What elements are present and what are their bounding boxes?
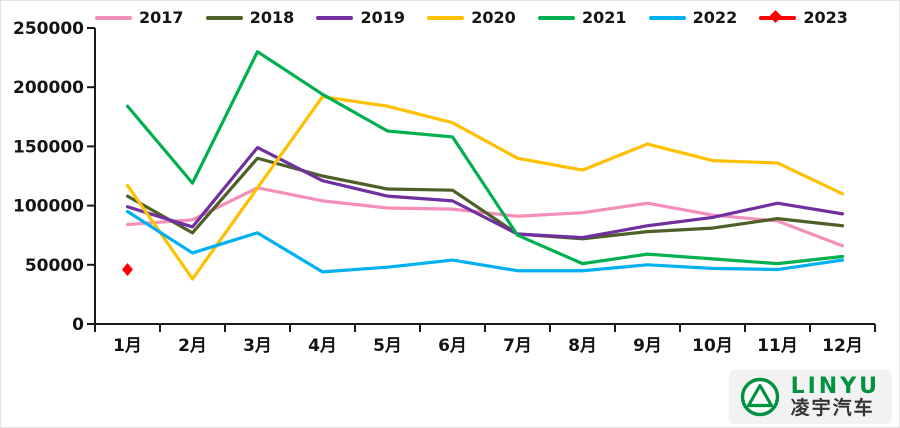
legend-item-2017: 2017 [95, 10, 184, 26]
x-axis-month-label: 1月 [113, 336, 142, 356]
series-line-2018 [125, 156, 845, 241]
legend-item-2022: 2022 [648, 8, 738, 27]
x-axis-month-label: 11月 [757, 336, 798, 356]
series-marker-2023 [122, 263, 133, 277]
legend-label-2023: 2023 [803, 8, 848, 27]
legend-label-2020: 2020 [471, 8, 516, 27]
legend-label-2021: 2021 [581, 8, 627, 27]
linyu-emblem-icon [740, 377, 779, 417]
y-axis-tick-label: 200000 [13, 78, 84, 98]
series-line-2019 [125, 145, 845, 240]
x-axis-month-label: 9月 [633, 336, 662, 356]
x-axis-month-label: 12月 [822, 336, 863, 356]
legend-swatch-2023 [759, 10, 797, 23]
linyu-logo: LINYU 凌宇汽车 [728, 370, 892, 424]
y-axis-tick-label: 250000 [13, 19, 84, 39]
axis-lines [94, 28, 875, 325]
x-axis-month-label: 7月 [503, 336, 532, 356]
legend-label-2017: 2017 [139, 8, 184, 27]
y-axis-tick-label: 0 [72, 315, 84, 335]
legend-label-2019: 2019 [360, 8, 405, 27]
legend-swatch-2017 [95, 16, 132, 20]
y-axis-tick-label: 100000 [13, 197, 84, 217]
legend-label-2018: 2018 [249, 8, 295, 27]
legend-item-2023: 2023 [759, 10, 848, 26]
logo-brand-text: LINYU [790, 374, 880, 400]
legend-item-2019: 2019 [316, 10, 405, 26]
legend-item-2021: 2021 [537, 8, 627, 27]
x-axis-month-label: 8月 [568, 336, 597, 356]
x-axis-month-label: 3月 [243, 336, 272, 356]
legend-swatch-2019 [316, 16, 354, 20]
legend-label-2022: 2022 [692, 8, 738, 27]
x-axis-month-label: 10月 [692, 336, 733, 356]
x-axis-month-label: 2月 [178, 336, 207, 356]
series-line-2020 [125, 95, 845, 281]
legend-diamond-icon [769, 10, 783, 23]
legend-swatch-2018 [205, 16, 243, 20]
legend-item-2018: 2018 [205, 8, 295, 27]
x-axis-month-label: 6月 [438, 336, 467, 356]
series-line-2022 [125, 209, 845, 274]
chart-legend: 2017 2018 2019 2020 2021 2022 2023 [95, 10, 848, 26]
series-line-2021 [125, 50, 845, 266]
legend-swatch-2020 [427, 16, 465, 20]
y-axis-tick-label: 50000 [25, 256, 84, 276]
y-axis-tick-label: 150000 [13, 137, 84, 157]
logo-subtitle-text: 凌宇汽车 [790, 396, 875, 419]
x-axis-month-label: 4月 [308, 336, 337, 356]
legend-swatch-2022 [648, 16, 686, 20]
legend-item-2020: 2020 [427, 10, 516, 26]
x-axis-month-label: 5月 [373, 336, 402, 356]
logo-text: LINYU 凌宇汽车 [791, 375, 880, 418]
legend-swatch-2021 [537, 16, 575, 20]
